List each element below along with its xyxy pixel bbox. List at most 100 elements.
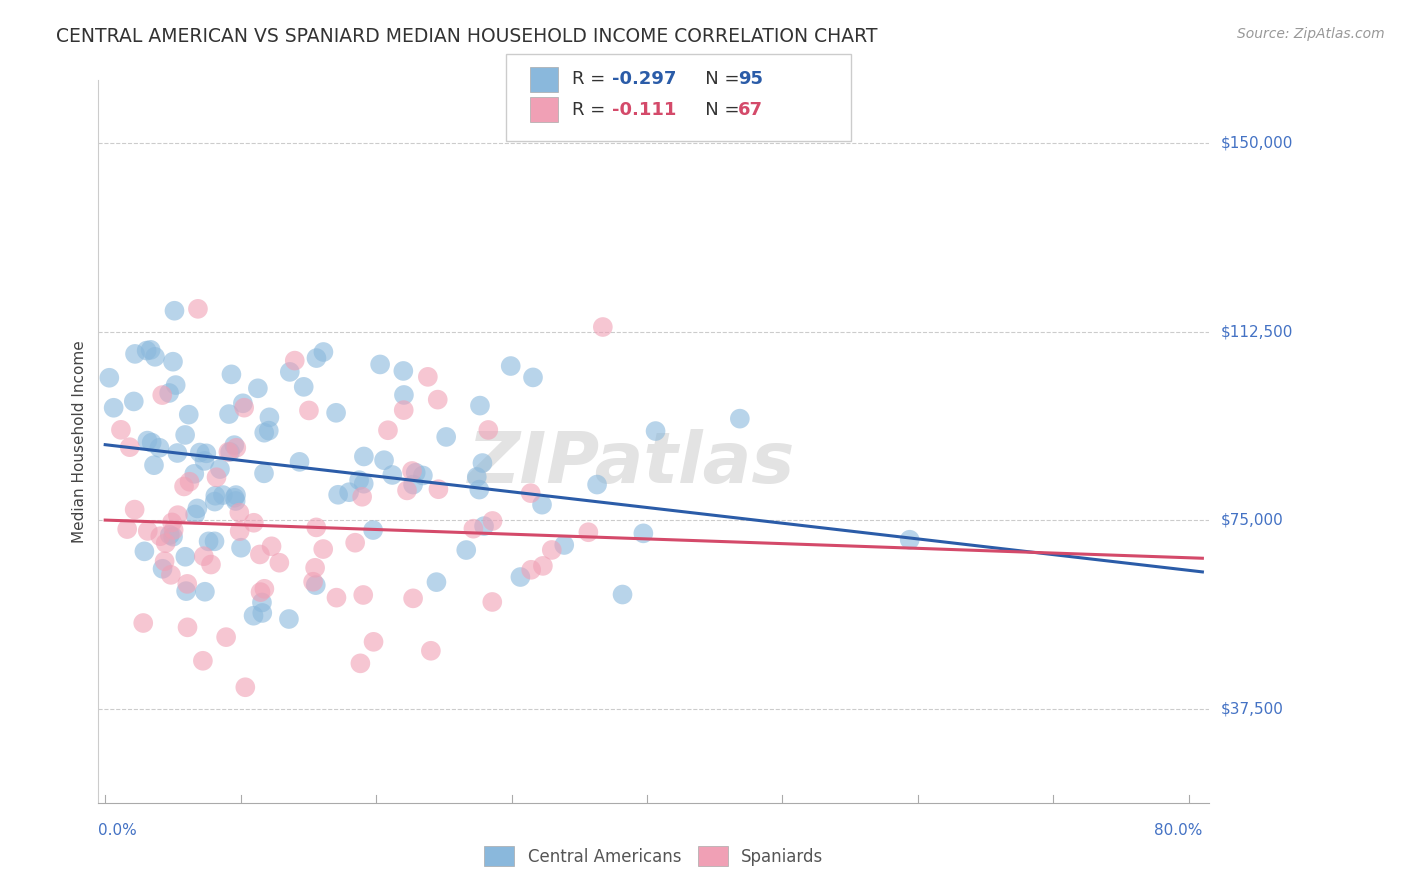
Point	[177, 408, 200, 422]
Point	[468, 399, 491, 413]
Point	[124, 502, 146, 516]
Point	[136, 524, 159, 538]
Point	[352, 588, 374, 602]
Point	[233, 401, 256, 415]
Point	[233, 680, 256, 694]
Text: N =: N =	[688, 101, 745, 119]
Point	[118, 440, 141, 454]
Legend: Central Americans, Spaniards: Central Americans, Spaniards	[475, 838, 832, 874]
Point	[150, 388, 173, 402]
Point	[477, 423, 499, 437]
Point	[612, 588, 634, 602]
Point	[434, 430, 457, 444]
Point	[173, 479, 195, 493]
Point	[304, 561, 326, 575]
Text: N =: N =	[688, 70, 745, 88]
Point	[165, 378, 187, 392]
Point	[197, 534, 219, 549]
Text: $150,000: $150,000	[1220, 136, 1292, 151]
Point	[225, 441, 247, 455]
Point	[468, 483, 491, 497]
Point	[217, 445, 239, 459]
Point	[425, 575, 447, 590]
Point	[363, 635, 385, 649]
Point	[160, 516, 183, 530]
Point	[586, 477, 609, 491]
Point	[148, 441, 170, 455]
Point	[353, 450, 375, 464]
Point	[377, 423, 399, 437]
Text: R =: R =	[572, 101, 617, 119]
Point	[402, 591, 425, 606]
Point	[312, 542, 335, 557]
Text: CENTRAL AMERICAN VS SPANIARD MEDIAN HOUSEHOLD INCOME CORRELATION CHART: CENTRAL AMERICAN VS SPANIARD MEDIAN HOUS…	[56, 27, 877, 45]
Point	[229, 541, 252, 555]
Point	[361, 523, 384, 537]
Point	[98, 370, 121, 384]
Point	[204, 534, 226, 549]
Point	[337, 485, 360, 500]
Point	[176, 620, 198, 634]
Point	[193, 549, 215, 564]
Point	[347, 473, 370, 487]
Point	[143, 458, 166, 473]
Point	[253, 467, 276, 481]
Point	[225, 488, 247, 502]
Point	[205, 470, 228, 484]
Point	[160, 567, 183, 582]
Point	[326, 488, 349, 502]
Point	[204, 489, 226, 503]
Point	[305, 520, 328, 534]
Point	[253, 582, 276, 596]
Point	[184, 508, 207, 522]
Point	[115, 522, 138, 536]
Point	[352, 490, 374, 504]
Point	[520, 563, 543, 577]
Text: Source: ZipAtlas.com: Source: ZipAtlas.com	[1237, 27, 1385, 41]
Point	[159, 528, 181, 542]
Point	[373, 453, 395, 467]
Point	[143, 350, 166, 364]
Point	[481, 514, 503, 528]
Point	[110, 423, 132, 437]
Point	[257, 424, 280, 438]
Point	[179, 475, 201, 489]
Point	[208, 462, 231, 476]
Point	[292, 380, 315, 394]
Point	[405, 466, 427, 480]
Point	[633, 526, 655, 541]
Point	[153, 554, 176, 568]
Point	[284, 353, 307, 368]
Point	[260, 539, 283, 553]
Text: -0.297: -0.297	[612, 70, 676, 88]
Point	[463, 522, 485, 536]
Point	[188, 445, 211, 459]
Point	[174, 584, 197, 599]
Point	[349, 657, 371, 671]
Text: ZIPatlas: ZIPatlas	[468, 429, 796, 498]
Text: $37,500: $37,500	[1220, 701, 1284, 716]
Point	[166, 508, 188, 523]
Point	[228, 506, 250, 520]
Point	[269, 556, 291, 570]
Point	[103, 401, 125, 415]
Point	[278, 612, 301, 626]
Point	[576, 525, 599, 540]
Point	[325, 406, 347, 420]
Point	[259, 410, 281, 425]
Point	[481, 595, 503, 609]
Point	[243, 516, 266, 530]
Point	[312, 345, 335, 359]
Point	[419, 644, 441, 658]
Point	[402, 477, 425, 491]
Point	[141, 435, 163, 450]
Point	[163, 523, 186, 537]
Point	[134, 544, 156, 558]
Point	[183, 467, 205, 481]
Text: 95: 95	[738, 70, 763, 88]
Point	[242, 608, 264, 623]
Point	[522, 370, 544, 384]
Point	[519, 486, 541, 500]
Point	[412, 468, 434, 483]
Point	[728, 411, 751, 425]
